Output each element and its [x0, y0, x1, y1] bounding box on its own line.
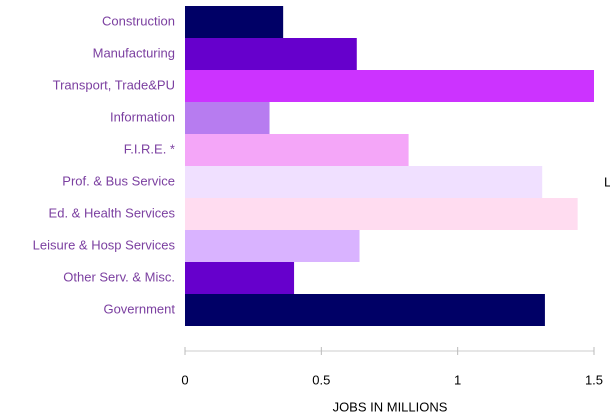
- x-axis-label: JOBS IN MILLIONS: [333, 399, 448, 414]
- bar: [185, 38, 357, 70]
- y-tick-label: Government: [103, 301, 175, 316]
- annotation: L: [604, 174, 610, 189]
- bar: [185, 294, 545, 326]
- y-tick-label: Ed. & Health Services: [49, 205, 176, 220]
- bar: [185, 166, 543, 198]
- bar: [185, 70, 594, 102]
- bar: [185, 262, 295, 294]
- bar: [185, 6, 284, 38]
- y-tick-label: F.I.R.E. *: [124, 141, 175, 156]
- y-tick-label: Other Serv. & Misc.: [63, 269, 175, 284]
- x-tick-label: 1.5: [585, 372, 603, 387]
- x-tick-label: 0: [181, 372, 188, 387]
- bar: [185, 230, 360, 262]
- y-tick-label: Leisure & Hosp Services: [33, 237, 176, 252]
- y-tick-label: Construction: [102, 13, 175, 28]
- y-tick-label: Prof. & Bus Service: [62, 173, 175, 188]
- y-tick-label: Manufacturing: [93, 45, 175, 60]
- bar: [185, 134, 409, 166]
- x-tick-label: 0.5: [312, 372, 330, 387]
- bar: [185, 102, 270, 134]
- y-tick-label: Transport, Trade&PU: [53, 77, 175, 92]
- bar: [185, 198, 578, 230]
- x-tick-label: 1: [454, 372, 461, 387]
- y-tick-label: Information: [110, 109, 175, 124]
